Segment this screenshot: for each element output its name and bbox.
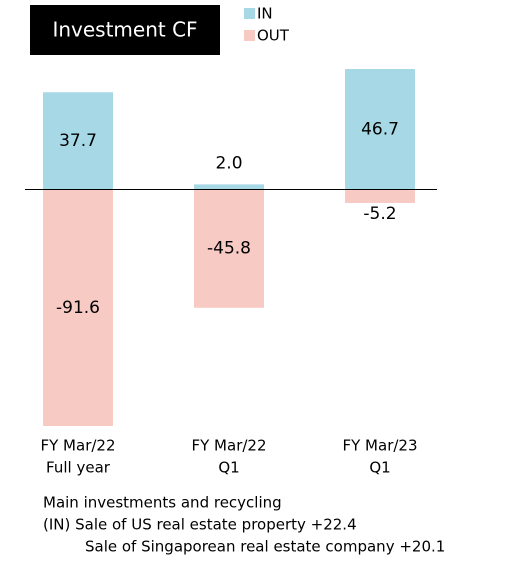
x-tick-label: FY Mar/22 xyxy=(192,437,267,455)
data-label: -91.6 xyxy=(56,298,100,318)
x-tick-label: Full year xyxy=(46,459,111,477)
data-label: -45.8 xyxy=(207,239,251,259)
legend-swatch xyxy=(244,30,255,41)
note: Main investments and recycling xyxy=(43,494,282,512)
x-tick-label: Q1 xyxy=(218,459,239,477)
bar xyxy=(345,189,415,203)
legend-swatch xyxy=(244,8,255,19)
legend-label: IN xyxy=(257,5,273,23)
x-tick-label: FY Mar/22 xyxy=(41,437,116,455)
data-label: 37.7 xyxy=(59,131,97,151)
bar xyxy=(43,189,113,426)
note: (IN) Sale of US real estate property +22… xyxy=(43,516,357,534)
bar xyxy=(194,184,264,190)
note: Sale of Singaporean real estate company … xyxy=(85,538,445,556)
title-box xyxy=(30,5,220,55)
bar xyxy=(345,69,415,190)
data-label: 46.7 xyxy=(361,119,399,139)
bar xyxy=(43,92,113,190)
x-tick-label: Q1 xyxy=(369,459,390,477)
x-tick-label: FY Mar/23 xyxy=(343,437,418,455)
bar xyxy=(194,189,264,308)
data-label: 2.0 xyxy=(215,153,242,173)
data-label: -5.2 xyxy=(363,204,396,224)
legend-label: OUT xyxy=(257,27,290,45)
chart-title: Investment CF xyxy=(52,18,197,42)
